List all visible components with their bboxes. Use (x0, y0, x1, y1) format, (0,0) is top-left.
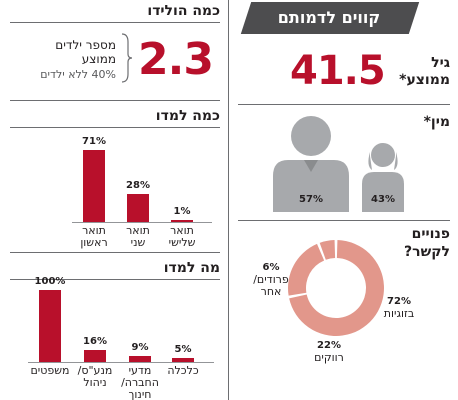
donut-label-pct: 6% (262, 262, 280, 273)
donut-slice-0 (289, 240, 384, 336)
gender-title: מין* (423, 114, 450, 130)
relationship-title-1: פנויים (411, 226, 450, 242)
age-bottom-rule (238, 104, 450, 105)
bar-value-label-1: 16% (83, 336, 107, 348)
female-figure-icon (362, 143, 404, 212)
female-pct: 43% (371, 194, 395, 205)
donut-label-1: 22% רווקים (302, 340, 356, 364)
level-section-title: כמה למדו (155, 108, 220, 124)
age-label-1: גיל (431, 55, 450, 71)
bar-category-line: תואר (170, 224, 194, 237)
donut-label-0: 72% בזוגיות (372, 296, 426, 320)
bar-value-label-0: 71% (82, 136, 106, 147)
bar-category-line: שני (130, 236, 146, 249)
bar-1 (84, 350, 106, 362)
donut-label-text: רווקים (314, 351, 344, 364)
bar-category-line: תואר (82, 224, 106, 237)
banner-title: קווים לדמותם (277, 8, 381, 27)
level-bottom-rule (10, 252, 220, 253)
bar-2 (129, 355, 151, 362)
born-bottom-rule (10, 100, 220, 101)
bar-0 (83, 150, 105, 222)
bar-value-label-1: 28% (126, 179, 150, 191)
bar-0 (39, 290, 61, 362)
male-figure-icon (273, 116, 349, 212)
donut-label-pct: 72% (387, 296, 411, 307)
donut-label-text: אחר (260, 285, 282, 298)
bar-category-line: ניהול (83, 376, 107, 389)
bar-1 (127, 193, 149, 222)
bar-category-line: משפטים (30, 364, 70, 377)
donut-label-pct: 22% (317, 340, 341, 351)
column-divider (228, 0, 229, 400)
brace-icon (121, 33, 133, 83)
bar-category-line: תואר (126, 224, 150, 237)
donut-label-text: פרודים/ (253, 273, 289, 286)
avg-age-value: 41.5 (290, 48, 386, 94)
bar-value-label-2: 1% (173, 206, 191, 217)
bar-3 (172, 358, 194, 362)
bar-category-label-1: תואר שני (111, 225, 165, 249)
male-pct: 57% (299, 194, 323, 205)
donut-label-text: בזוגיות (383, 307, 415, 320)
donut-slice-1 (288, 243, 325, 296)
donut-slice-2 (319, 240, 336, 260)
bar-category-label-3: כלכלה (156, 365, 210, 377)
bar-value-label-2: 9% (131, 341, 149, 353)
bar-category-line: החברה/ (121, 376, 159, 389)
avg-children-label-1: מספר ילדים (55, 38, 116, 52)
field-section-title: מה למדו (163, 260, 220, 276)
bar-category-line: מדעי (128, 364, 152, 377)
bar-category-label-0: משפטים (23, 365, 77, 377)
bar-category-label-2: מדעי החברה/חינוך (113, 365, 167, 400)
born-title-rule (10, 22, 220, 23)
bar-category-label-1: מנע"ס/ניהול (68, 365, 122, 389)
bar-category-line: חינוך (128, 388, 152, 400)
bar-category-label-2: תואר שלישי (155, 225, 209, 249)
avg-children-value: 2.3 (138, 34, 214, 85)
bar-baseline (72, 222, 212, 223)
gender-bottom-rule (238, 220, 450, 221)
no-children-note: 40% ללא ילדים (40, 68, 116, 81)
relationship-title-2: לקשר? (404, 244, 450, 260)
bar-baseline (28, 362, 214, 363)
bar-category-line: כלכלה (167, 364, 199, 377)
bar-category-line: שלישי (168, 236, 196, 249)
donut-label-2: 6% פרודים/אחר (244, 262, 298, 298)
relationship-donut-chart (288, 240, 384, 336)
bar-category-label-0: תואר ראשון (67, 225, 121, 249)
bar-category-line: ראשון (80, 236, 108, 249)
born-section-title: כמה הולידו (147, 3, 220, 19)
avg-children-label-2: ממוצע (81, 52, 116, 66)
bar-2 (171, 220, 193, 222)
bar-category-line: מנע"ס/ (77, 364, 113, 377)
level-title-rule (10, 127, 220, 128)
age-label-2: ממוצע* (399, 72, 450, 88)
field-title-rule (10, 279, 220, 280)
bar-value-label-0: 100% (34, 276, 66, 287)
bar-value-label-3: 5% (174, 344, 192, 356)
